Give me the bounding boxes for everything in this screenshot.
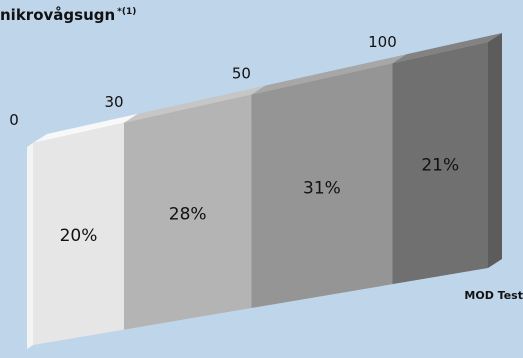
bar-top-0 — [33, 113, 138, 143]
bar-top-2 — [251, 54, 407, 95]
title-text: nikrovågsugn — [0, 6, 116, 24]
value-label-0: 20% — [60, 226, 98, 246]
page-title: nikrovågsugn *(1) — [0, 6, 136, 24]
value-label-2: 31% — [303, 178, 341, 198]
boundary-label-1: 30 — [104, 93, 123, 111]
value-label-1: 28% — [169, 205, 207, 225]
bar-0 — [33, 122, 124, 345]
boundary-label-0: 0 — [9, 111, 19, 129]
boundary-label-3: 100 — [368, 33, 397, 51]
title-footnote-marker: *(1) — [117, 7, 137, 17]
bar-top-3 — [392, 33, 502, 64]
bar-right-side — [488, 33, 502, 268]
bar-top-1 — [124, 85, 266, 123]
bar-1 — [124, 94, 252, 330]
bar-3 — [392, 42, 488, 285]
boundary-label-2: 50 — [232, 65, 251, 83]
bar-2 — [251, 63, 393, 309]
value-label-3: 21% — [421, 155, 459, 175]
bar-left-side — [27, 143, 33, 349]
source-note: MOD Test — [464, 289, 523, 302]
